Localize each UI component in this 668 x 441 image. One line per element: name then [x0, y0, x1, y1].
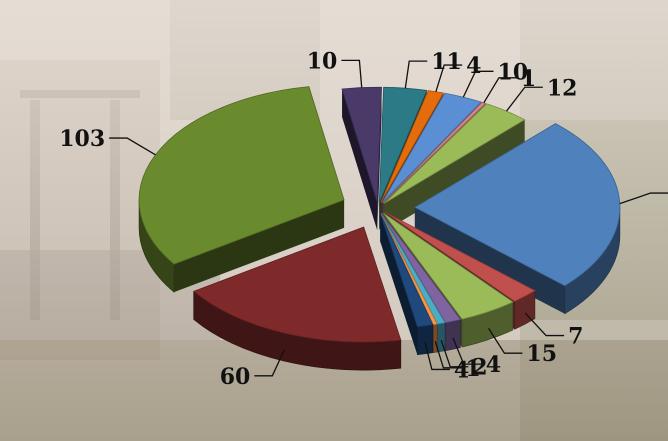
- pie-slice-3: [382, 212, 514, 320]
- leader-line-6: [434, 341, 462, 369]
- data-label-10: 10: [307, 48, 338, 74]
- leader-line-1: [619, 192, 668, 205]
- data-label-14: 1: [521, 66, 536, 92]
- pie-slice-7: [379, 213, 434, 328]
- leader-line-10: [341, 59, 363, 88]
- leader-line-14: [483, 77, 517, 104]
- pie-slice-1: [414, 123, 621, 287]
- leader-line-12: [435, 64, 463, 92]
- data-label-7: 4: [454, 357, 469, 383]
- pie-slice-6: [380, 213, 438, 326]
- pie-slice-12: [380, 90, 445, 203]
- pie-slice-14: [382, 101, 487, 204]
- data-label-13: 10: [498, 59, 529, 85]
- pie-slice-10: [341, 86, 382, 203]
- data-label-8: 60: [220, 364, 251, 390]
- leader-line-9: [109, 137, 156, 156]
- data-label-11: 11: [431, 49, 462, 75]
- data-label-5: 2: [472, 355, 487, 381]
- pie-slice-2: [384, 211, 536, 302]
- leader-line-11: [404, 60, 428, 89]
- leader-line-8: [254, 349, 285, 377]
- leader-line-4: [452, 337, 482, 365]
- data-label-0: 12: [547, 75, 578, 101]
- leader-line-0: [505, 86, 543, 112]
- leader-line-5: [440, 340, 469, 368]
- leader-line-13: [462, 70, 494, 98]
- data-label-9: 103: [59, 126, 105, 152]
- leader-line-7: [424, 342, 450, 371]
- data-label-3: 15: [526, 341, 557, 367]
- pie-slice-8: [192, 226, 402, 343]
- data-label-6: 1: [465, 356, 480, 382]
- data-label-2: 7: [568, 324, 583, 350]
- pie-slice-4: [381, 213, 462, 324]
- leader-line-3: [488, 328, 523, 354]
- leader-line-2: [524, 312, 565, 337]
- data-label-4: 4: [486, 352, 501, 378]
- data-label-12: 4: [466, 53, 481, 79]
- pie-slice-9: [138, 86, 345, 265]
